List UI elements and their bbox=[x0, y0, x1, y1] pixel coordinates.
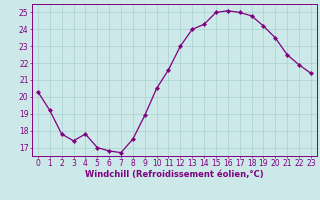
X-axis label: Windchill (Refroidissement éolien,°C): Windchill (Refroidissement éolien,°C) bbox=[85, 170, 264, 179]
